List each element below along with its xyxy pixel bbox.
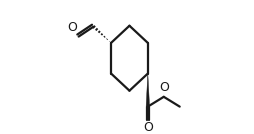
Text: O: O [143, 121, 153, 134]
Text: O: O [160, 81, 169, 94]
Polygon shape [146, 74, 150, 107]
Text: O: O [67, 21, 77, 34]
